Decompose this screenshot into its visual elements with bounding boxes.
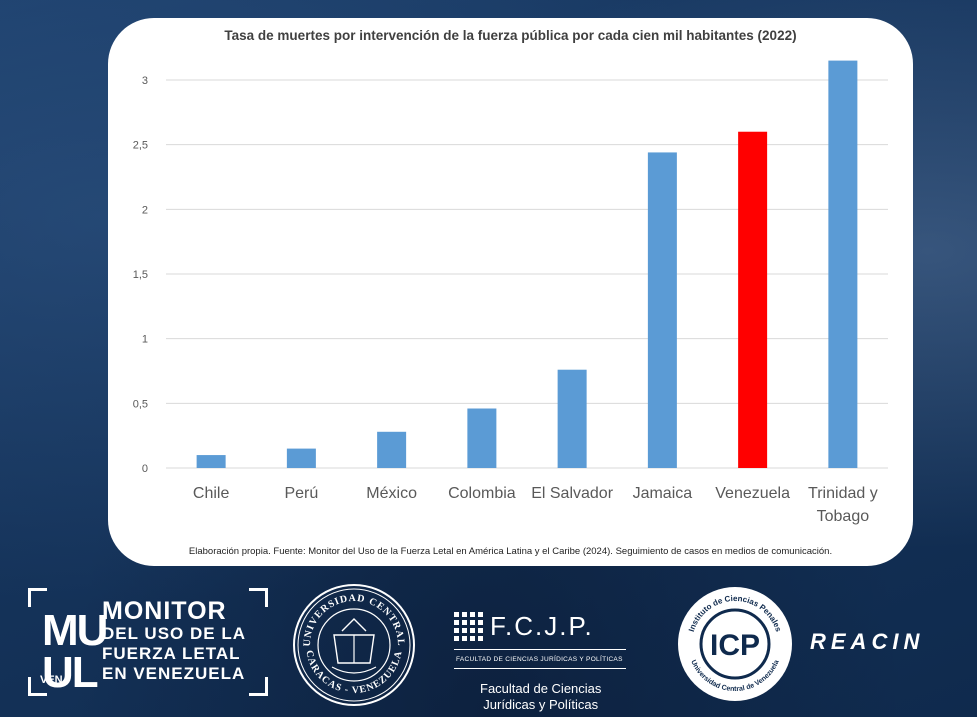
x-tick-label: El Salvador [531, 485, 613, 502]
y-tick-label: 1,5 [133, 269, 148, 281]
bar-colombia [467, 408, 497, 468]
icp-mark: ICP [710, 629, 760, 662]
y-tick-label: 0 [142, 463, 148, 475]
x-tick-label: Venezuela [715, 485, 790, 502]
y-tick-label: 2 [142, 204, 148, 216]
reacin-logo: REACIN [810, 629, 925, 654]
x-tick-label: Jamaica [633, 485, 693, 502]
bar-per- [286, 448, 316, 468]
x-tick-label: Perú [284, 485, 318, 502]
bracket-corner-icon [249, 588, 268, 607]
chart-footnote: Elaboración propia. Fuente: Monitor del … [188, 546, 833, 557]
divider [454, 668, 626, 669]
bar-chile [196, 455, 226, 468]
fcjp-subtitle: FACULTAD DE CIENCIAS JURÍDICAS Y POLÍTIC… [456, 656, 623, 663]
monitor-ven: VEN [40, 674, 63, 686]
bar-el-salvador [557, 369, 587, 468]
bar-m-xico [377, 431, 407, 468]
fcjp-title: F.C.J.P. [490, 611, 594, 641]
bracket-corner-icon [249, 677, 268, 696]
bars [196, 60, 858, 468]
monitor-name: MONITOR DEL USO DE LA FUERZA LETAL EN VE… [102, 597, 246, 683]
bar-venezuela [738, 131, 768, 468]
logo-strip: MU UL VEN MONITOR DEL USO DE LA FUERZA L… [0, 575, 977, 717]
chart-card: Tasa de muertes por intervención de la f… [108, 18, 913, 566]
x-tick-label: Trinidad y Tobago [808, 485, 878, 525]
y-tick-label: 3 [142, 75, 148, 87]
chart-title: Tasa de muertes por intervención de la f… [224, 28, 797, 43]
monitor-logo: MU UL VEN MONITOR DEL USO DE LA FUERZA L… [28, 588, 268, 696]
fcjp-logo: F.C.J.P. FACULTAD DE CIENCIAS JURÍDICAS … [450, 609, 630, 713]
gridlines [166, 79, 888, 469]
bar-chart: 0 0,5 1 1,5 2 2,5 3 Chile Perú México Colombia El … [133, 60, 888, 525]
x-tick-labels: Chile Perú México Colombia El Salvador Jamaic… [193, 485, 878, 525]
y-tick-label: 1 [142, 334, 148, 346]
bar-jamaica [647, 152, 677, 468]
icp-seal-logo: Instituto de Ciencias Penales Universida… [678, 587, 792, 701]
y-tick-label: 2,5 [133, 140, 148, 152]
ucv-seal-logo: UNIVERSIDAD CENTRAL CARACAS - VENEZUELA [293, 584, 415, 706]
monitor-monogram: MU UL [42, 606, 108, 697]
y-tick-label: 0,5 [133, 398, 148, 410]
divider [454, 649, 626, 650]
y-tick-labels: 0 0,5 1 1,5 2 2,5 3 [133, 75, 148, 475]
x-tick-label: Chile [193, 485, 230, 502]
bracket-corner-icon [28, 677, 47, 696]
x-tick-label: Colombia [448, 485, 516, 502]
bar-trinidad-y-tobago [828, 60, 858, 468]
fcjp-name: Facultad de Ciencias Jurídicas y Polític… [480, 681, 602, 712]
bracket-corner-icon [28, 588, 47, 607]
grid-icon [454, 612, 483, 641]
x-tick-label: México [366, 485, 417, 502]
